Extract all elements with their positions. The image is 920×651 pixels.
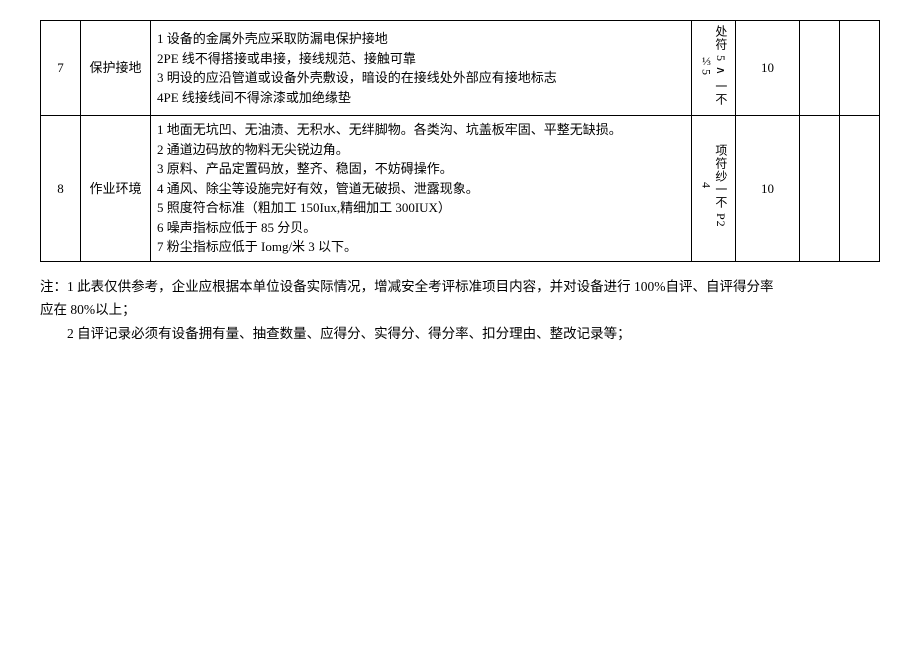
table-row: 7 保护接地 1 设备的金属外壳应采取防漏电保护接地 2PE 线不得搭接或串接，… (41, 21, 880, 116)
row-blank (800, 21, 840, 116)
footnotes: 注：1 此表仅供参考，企业应根据本单位设备实际情况，增减安全考评标准项目内容，并… (40, 276, 880, 345)
assessment-table: 7 保护接地 1 设备的金属外壳应采取防漏电保护接地 2PE 线不得搭接或串接，… (40, 20, 880, 262)
table-row: 8 作业环境 1 地面无坑凹、无油渍、无积水、无绊脚物。各类沟、坑盖板牢固、平整… (41, 116, 880, 262)
footnote-line: 注：1 此表仅供参考，企业应根据本单位设备实际情况，增减安全考评标准项目内容，并… (40, 276, 880, 298)
row-desc: 1 设备的金属外壳应采取防漏电保护接地 2PE 线不得搭接或串接，接线规范、接触… (151, 21, 692, 116)
row-desc: 1 地面无坑凹、无油渍、无积水、无绊脚物。各类沟、坑盖板牢固、平整无缺损。 2 … (151, 116, 692, 262)
row-number: 7 (41, 21, 81, 116)
row-name: 保护接地 (81, 21, 151, 116)
row-name: 作业环境 (81, 116, 151, 262)
row-blank (840, 21, 880, 116)
row-blank (840, 116, 880, 262)
row-criteria: 处符 5 ∧ 一不 ⅓5 (692, 21, 736, 116)
row-score: 10 (736, 21, 800, 116)
row-criteria: 项符纱一不 P2 4 (692, 116, 736, 262)
footnote-line: 2 自评记录必须有设备拥有量、抽查数量、应得分、实得分、得分率、扣分理由、整改记… (40, 323, 880, 345)
footnote-line: 应在 80%以上； (40, 299, 880, 321)
row-blank (800, 116, 840, 262)
row-score: 10 (736, 116, 800, 262)
row-number: 8 (41, 116, 81, 262)
